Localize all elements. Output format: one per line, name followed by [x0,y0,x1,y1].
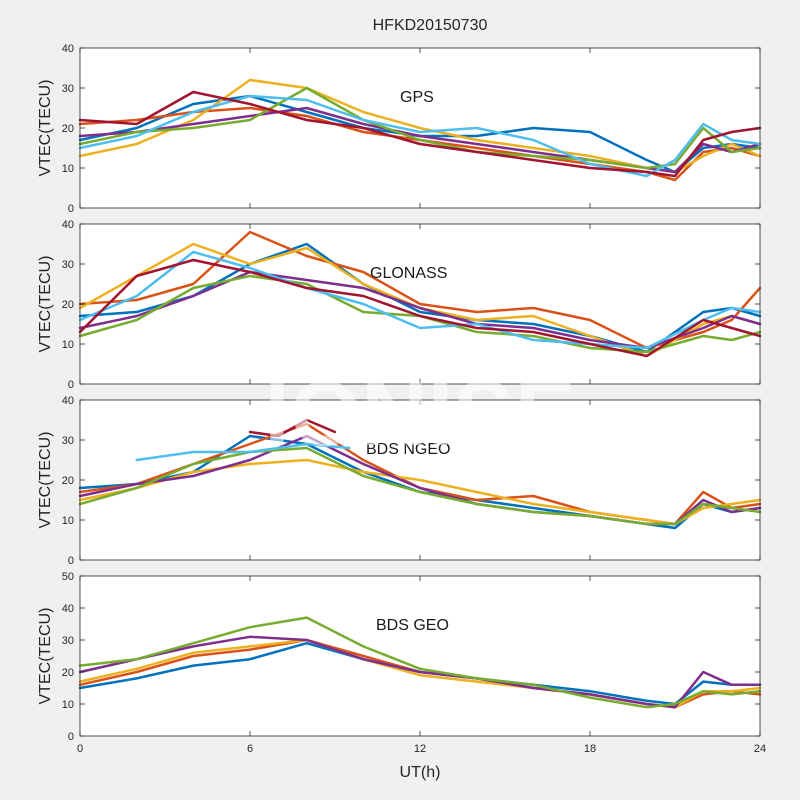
panel-label: BDS NGEO [366,441,450,458]
y-tick-label: 20 [62,667,74,679]
series-group [78,78,762,182]
y-tick-label: 10 [62,339,74,351]
panels: 0 10 20 30 40 VTEC(TECU) GPS 0 10 20 30 40 VTEC(TECU… [37,43,766,755]
series-group [78,230,762,358]
x-axis-label: UT(h) [400,764,441,781]
y-tick-label: 30 [62,259,74,271]
series-line-4 [78,274,762,354]
series-line-1 [78,422,762,526]
series-line-2 [78,458,762,526]
series-line-6 [78,258,762,358]
y-tick-label: 40 [62,219,74,231]
y-tick-label: 30 [62,435,74,447]
series-line-2 [78,242,762,358]
y-tick-label: 0 [68,203,74,215]
figure-title: HFKD20150730 [373,17,488,34]
panel-3: 0 10 20 30 40 50 0 6 12 18 24 VTEC(TECU) BDS GEO [37,571,766,755]
y-tick-label: 30 [62,635,74,647]
y-tick-label: 0 [68,379,74,391]
x-tick-label: 18 [584,743,596,755]
series-line-6 [78,90,762,178]
x-tick-label: 6 [247,743,253,755]
y-tick-label: 10 [62,515,74,527]
y-tick-label: 40 [62,603,74,615]
series-group [78,418,762,530]
y-axis-label: VTEC(TECU) [37,608,54,705]
series-line-6 [248,418,337,438]
series-line-4 [78,446,762,526]
x-tick-label: 12 [414,743,426,755]
y-tick-label: 40 [62,395,74,407]
y-axis-label: VTEC(TECU) [37,80,54,177]
x-tick-label: 24 [754,743,766,755]
y-tick-label: 20 [62,475,74,487]
series-line-5 [78,94,762,178]
y-axis-label: VTEC(TECU) [37,432,54,529]
y-tick-label: 40 [62,43,74,55]
panel-1: 0 10 20 30 40 VTEC(TECU) GLONASS [37,219,762,391]
y-tick-label: 0 [68,731,74,743]
y-tick-label: 10 [62,699,74,711]
x-tick-label: 0 [77,743,83,755]
panel-0: 0 10 20 30 40 VTEC(TECU) GPS [37,43,762,215]
y-tick-label: 10 [62,163,74,175]
y-tick-label: 50 [62,571,74,583]
y-tick-label: 0 [68,555,74,567]
series-line-1 [78,230,762,350]
series-line-3 [78,270,762,350]
y-tick-label: 30 [62,83,74,95]
y-axis-label: VTEC(TECU) [37,256,54,353]
series-line-4 [78,616,762,709]
y-tick-label: 20 [62,123,74,135]
panel-label: BDS GEO [376,617,449,634]
panel-label: GLONASS [370,265,447,282]
y-tick-label: 20 [62,299,74,311]
watermark-text: IONISE [264,363,576,465]
panel-label: GPS [400,89,434,106]
series-group [78,616,762,709]
series-line-5 [135,442,351,462]
series-line-0 [78,94,762,174]
panel-2: 0 10 20 30 40 VTEC(TECU) BDS NGEO [37,395,762,567]
